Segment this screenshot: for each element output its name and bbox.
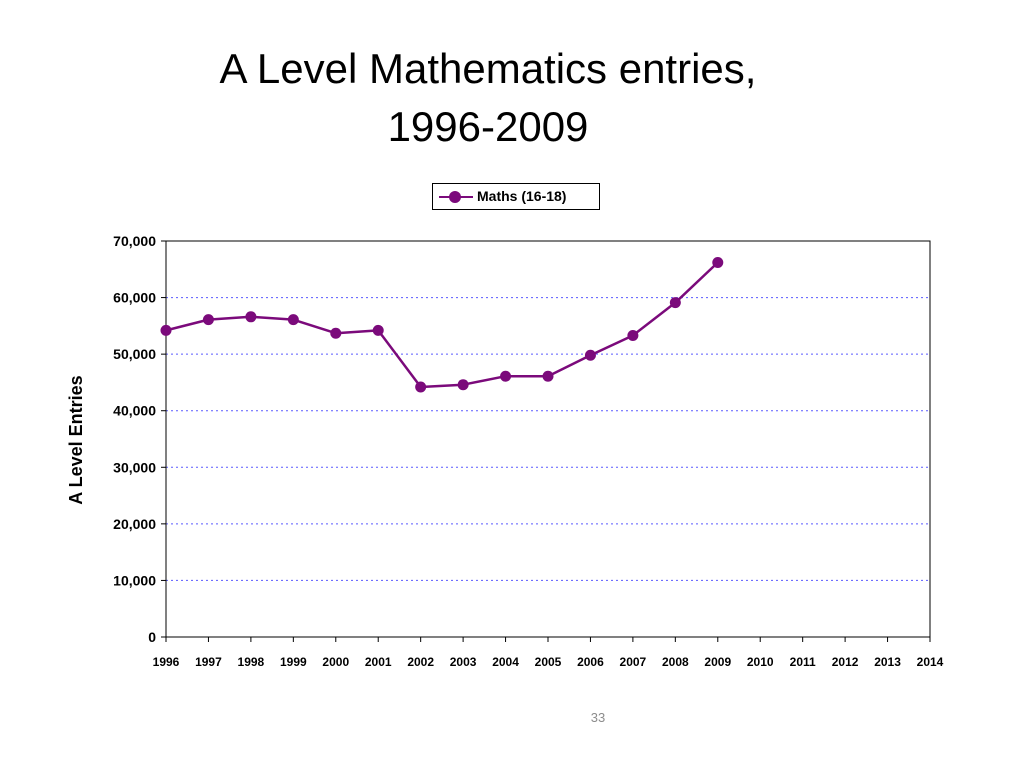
x-tick-label: 2005: [535, 655, 562, 669]
data-point: [712, 257, 723, 268]
x-axis-ticks: 1996 1997 1998 1999 2000 2001 2002 2003 2004 2005…: [153, 637, 944, 669]
x-tick-label: 2000: [322, 655, 349, 669]
y-tick-label: 60,000: [113, 290, 156, 306]
gridlines: [166, 298, 930, 581]
x-tick-label: 2010: [747, 655, 774, 669]
x-tick-label: 2011: [790, 655, 816, 669]
data-point: [543, 371, 554, 382]
y-tick-label: 50,000: [113, 346, 156, 362]
data-point: [330, 328, 341, 339]
y-axis-label: A Level Entries: [66, 320, 90, 560]
legend-marker-icon: [449, 191, 461, 203]
y-axis-ticks: 0 10,000 20,000 30,000 40,000 50,000 60,000 70,…: [113, 233, 166, 645]
y-tick-label: 20,000: [113, 516, 156, 532]
legend: Maths (16-18): [432, 183, 600, 210]
x-tick-label: 2007: [620, 655, 647, 669]
data-point: [373, 325, 384, 336]
y-tick-label: 0: [148, 629, 156, 645]
data-point: [627, 330, 638, 341]
data-point: [161, 325, 172, 336]
data-point: [415, 381, 426, 392]
y-tick-label: 30,000: [113, 459, 156, 475]
y-tick-label: 70,000: [113, 233, 156, 249]
x-tick-label: 2004: [492, 655, 519, 669]
x-tick-label: 2002: [407, 655, 434, 669]
data-point: [245, 311, 256, 322]
data-point: [670, 297, 681, 308]
series-layer: [161, 257, 724, 392]
data-point: [500, 371, 511, 382]
x-tick-label: 1999: [280, 655, 307, 669]
y-tick-label: 10,000: [113, 572, 156, 588]
x-tick-label: 2003: [450, 655, 477, 669]
data-point: [203, 314, 214, 325]
x-tick-label: 2001: [365, 655, 392, 669]
legend-label: Maths (16-18): [477, 188, 566, 204]
x-tick-label: 2013: [874, 655, 901, 669]
x-tick-label: 2008: [662, 655, 689, 669]
x-tick-label: 2009: [704, 655, 731, 669]
x-tick-label: 2012: [832, 655, 859, 669]
x-tick-label: 1996: [153, 655, 180, 669]
x-tick-label: 1998: [238, 655, 265, 669]
x-tick-label: 1997: [195, 655, 222, 669]
data-point: [585, 350, 596, 361]
x-tick-label: 2014: [917, 655, 944, 669]
series-line: [166, 262, 718, 386]
data-point: [458, 379, 469, 390]
data-point: [288, 314, 299, 325]
y-tick-label: 40,000: [113, 403, 156, 419]
x-tick-label: 2006: [577, 655, 604, 669]
plot-area-frame: [166, 241, 930, 637]
page-number: 33: [570, 710, 626, 725]
